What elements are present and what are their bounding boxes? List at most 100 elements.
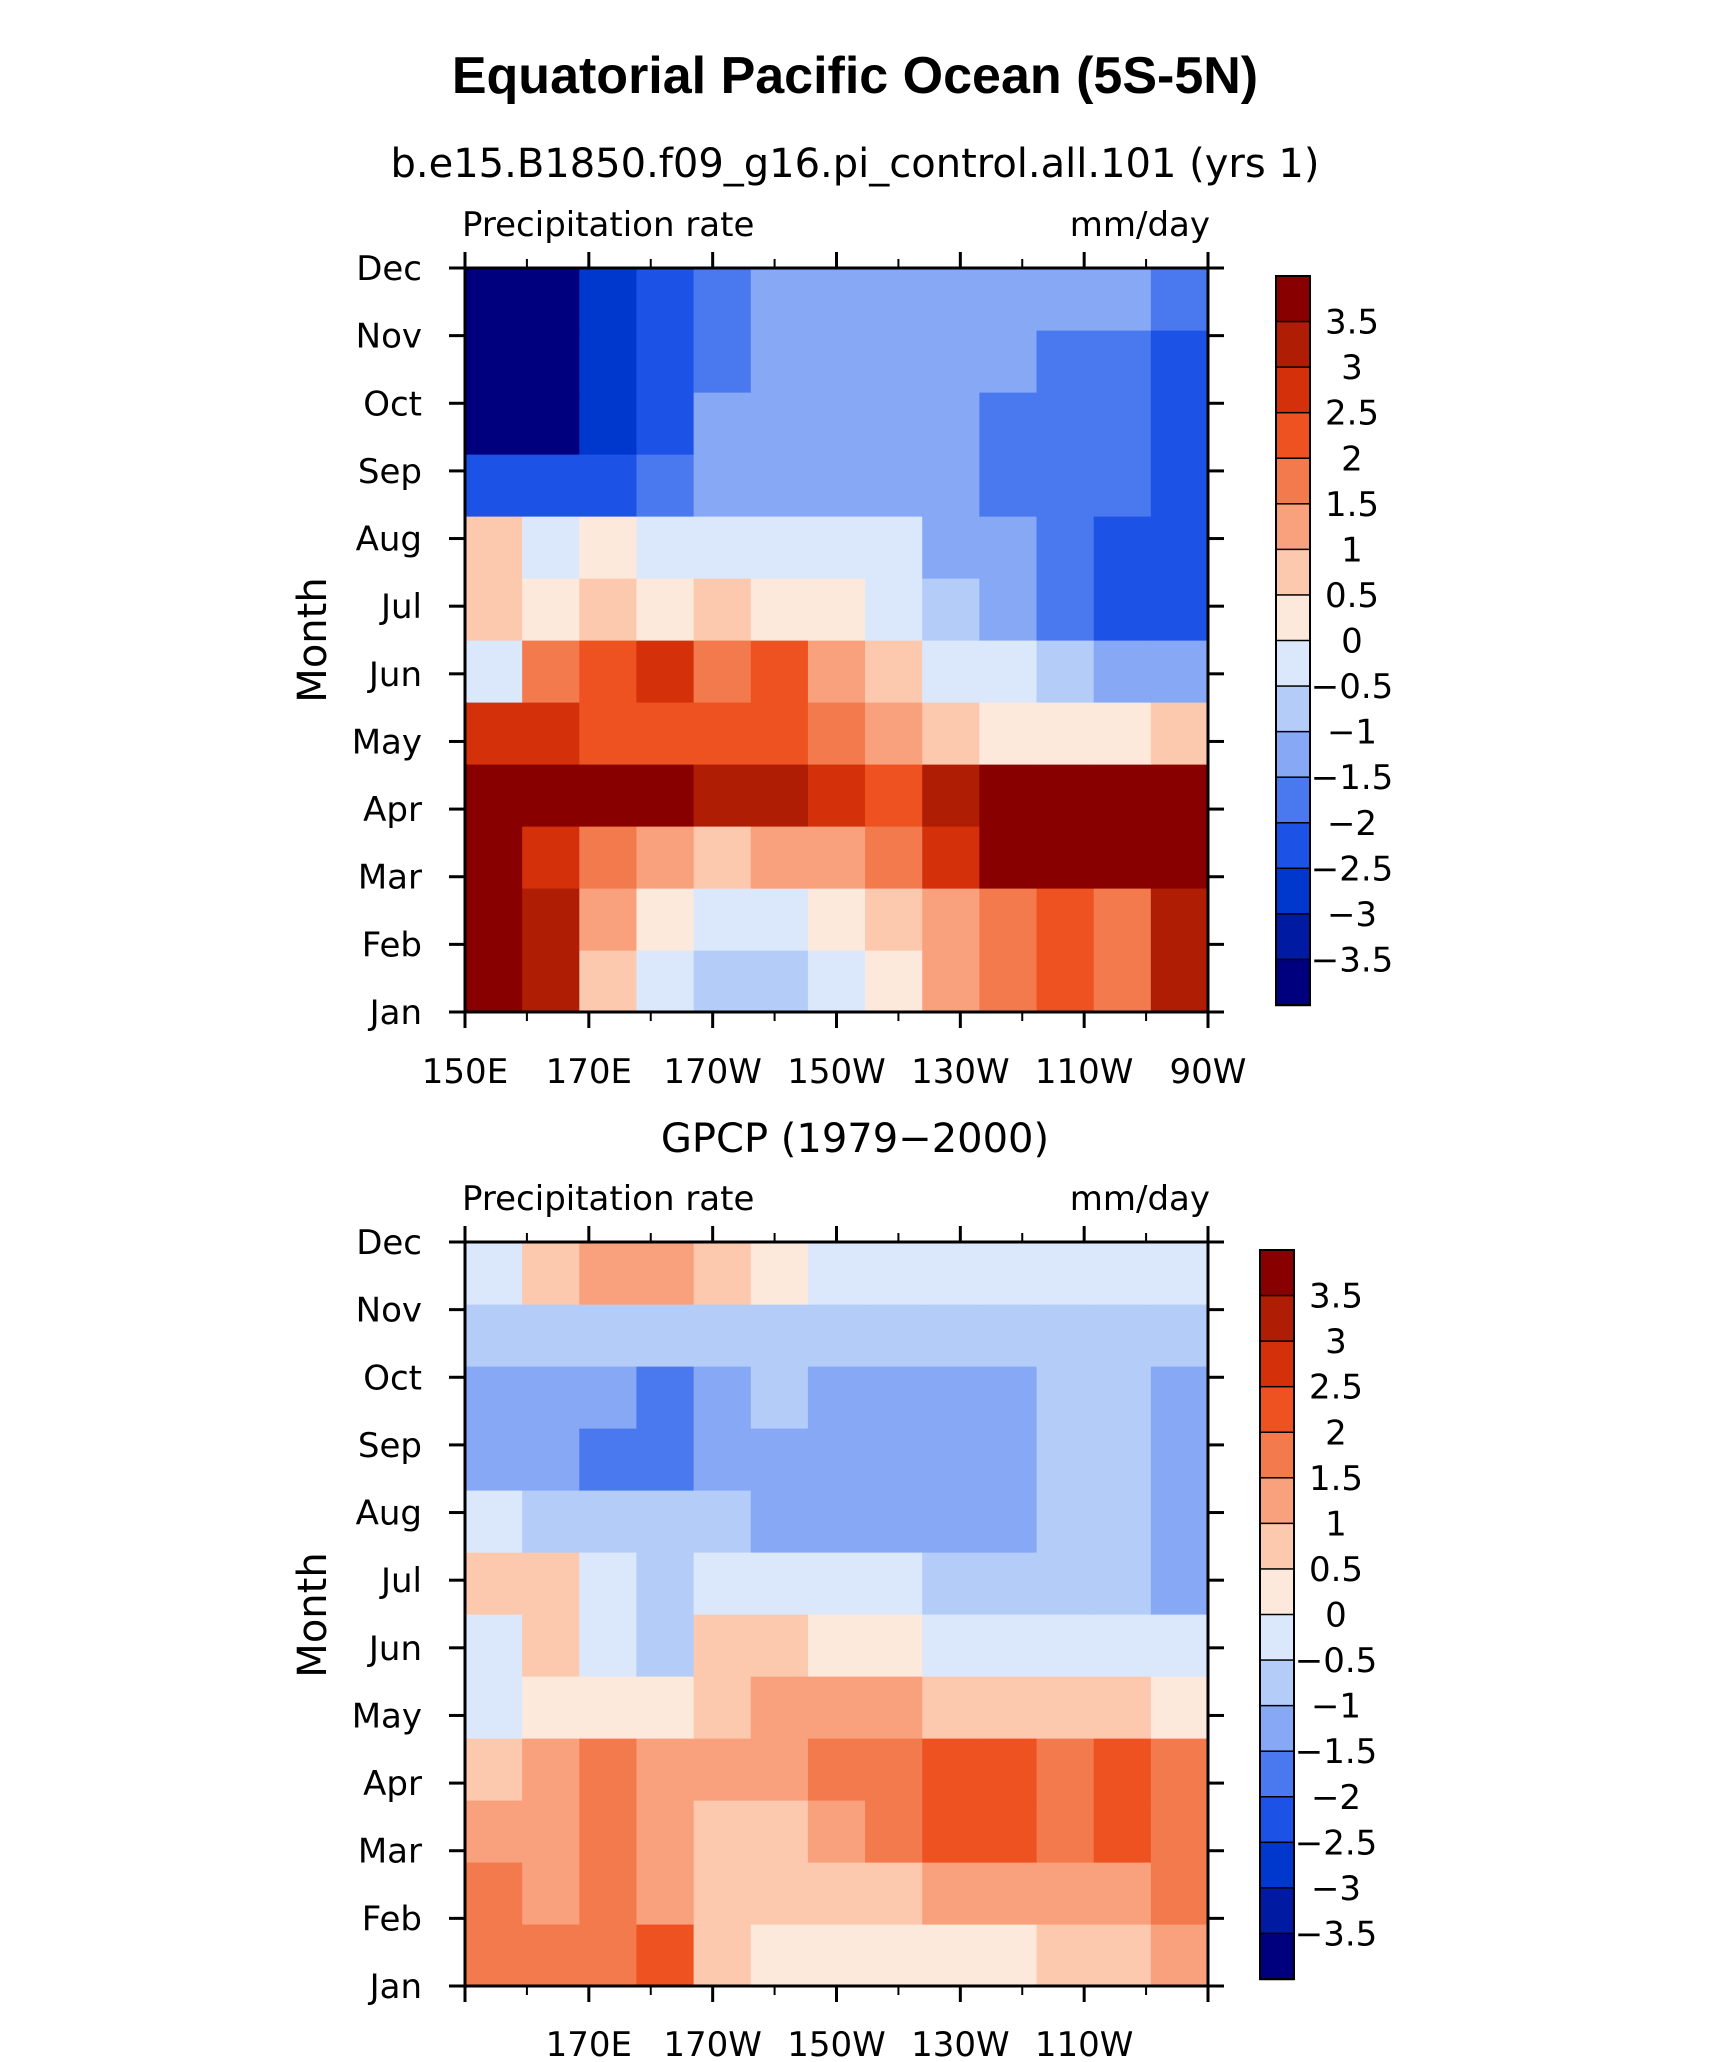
field-cell [865,1490,923,1553]
field-cell [865,1242,923,1305]
field-cell [1093,640,1152,703]
field-cell [693,578,752,641]
field-cell [807,702,866,765]
field-cell [750,516,809,579]
field-cell [807,330,866,393]
field-cell [693,640,752,703]
field-cell [522,702,580,765]
field-cell [522,1614,580,1677]
colorbar-label: 2.5 [1325,394,1379,434]
y-tick-label: May [352,1696,422,1736]
field-cell [1093,1676,1152,1739]
colorbar-box [1275,685,1311,733]
colorbar-label: −3 [1311,1869,1361,1909]
field-cell [807,1738,866,1801]
field-cell [1150,392,1209,455]
x-axis: 150E 170E 170W 150W 130W 110W 90W [422,252,1246,1092]
field-cell [579,516,638,579]
field-cell [1036,1304,1095,1367]
field-cell [1036,764,1095,827]
field-cell [865,454,923,517]
colorbar-box [1275,867,1311,916]
field-cell [807,826,866,889]
field-cell [579,1242,638,1305]
field-cell [750,1676,809,1739]
field-cell [979,702,1038,765]
colorbar-box [1259,1841,1295,1890]
field-cell [693,1924,752,1987]
field-cell [522,1366,580,1429]
field-cell [636,268,695,331]
field-cell [636,1552,695,1615]
y-axis-label: Month [290,1552,336,1677]
field-cell [579,1552,638,1615]
y-tick-label: Sep [358,1426,422,1466]
units-label: mm/day [1070,1179,1210,1219]
colorbar-box [1259,1659,1295,1707]
colorbar-label: 0 [1325,1596,1347,1636]
field-cell [922,702,980,765]
field-cell [1036,1862,1095,1925]
field-cell [465,1490,523,1553]
field-cell [693,454,752,517]
field-cell [693,392,752,455]
field-cell [579,1738,638,1801]
field-cell [693,1614,752,1677]
field-cell [1036,578,1095,641]
y-tick-label: Jun [367,1629,422,1669]
field-cell [979,392,1038,455]
field-cell [922,950,980,1013]
field-cell [1036,950,1095,1013]
field-cell [807,516,866,579]
field-cell [1036,516,1095,579]
colorbar-label: 3 [1341,348,1363,388]
colorbar-box [1275,958,1311,1007]
field-cell [693,268,752,331]
colorbar-box [1275,913,1311,961]
field-cell [579,1428,638,1491]
y-tick-label: Aug [356,1494,422,1534]
field-cell [807,392,866,455]
field-cell [922,1738,980,1801]
field-cell [1150,330,1209,393]
x-axis: 170E 170W 150W 130W 110W [463,1226,1210,2062]
field-cell [693,1428,752,1491]
field-cell [693,826,752,889]
field-cell [865,1366,923,1429]
field-cell [750,330,809,393]
field-cell [579,392,638,455]
field-cell [979,330,1038,393]
colorbar: 3.5 3 2.5 2 1.5 1 0.5 0 −0.5 −1 −1.5 −2 −2.5 −3 −3.5 [1275,275,1393,1007]
field-cell [1036,1800,1095,1863]
colorbar-box [1259,1431,1295,1480]
field-cell [1036,330,1095,393]
field-cell [1150,1738,1209,1801]
field-cell [636,1862,695,1925]
field-cell [1093,1366,1152,1429]
field-cell [465,1614,523,1677]
field-cell [579,1924,638,1987]
field-cell [465,578,523,641]
field-cell [922,1428,980,1491]
field-cell [865,1676,923,1739]
field-cell [1150,1366,1209,1429]
field-cell [636,392,695,455]
y-tick-label: Feb [362,925,422,965]
field-cell [807,1428,866,1491]
field-cell [807,764,866,827]
colorbar-label: 2.5 [1309,1368,1363,1408]
colorbar-label: 2 [1325,1413,1347,1453]
field-cell [579,640,638,703]
colorbar-label: 1 [1325,1504,1347,1544]
colorbar-box [1259,1932,1295,1981]
colorbar-border [1275,275,1311,1006]
y-tick-label: Mar [358,1832,422,1872]
field-cell [750,1490,809,1553]
field-cell [865,1800,923,1863]
field-cell [1150,1428,1209,1491]
left-label: Precipitation rate [462,205,754,245]
field-cell [1150,1924,1209,1987]
field-cell [750,268,809,331]
left-label: Precipitation rate [462,1179,754,1219]
field-cell [979,578,1038,641]
